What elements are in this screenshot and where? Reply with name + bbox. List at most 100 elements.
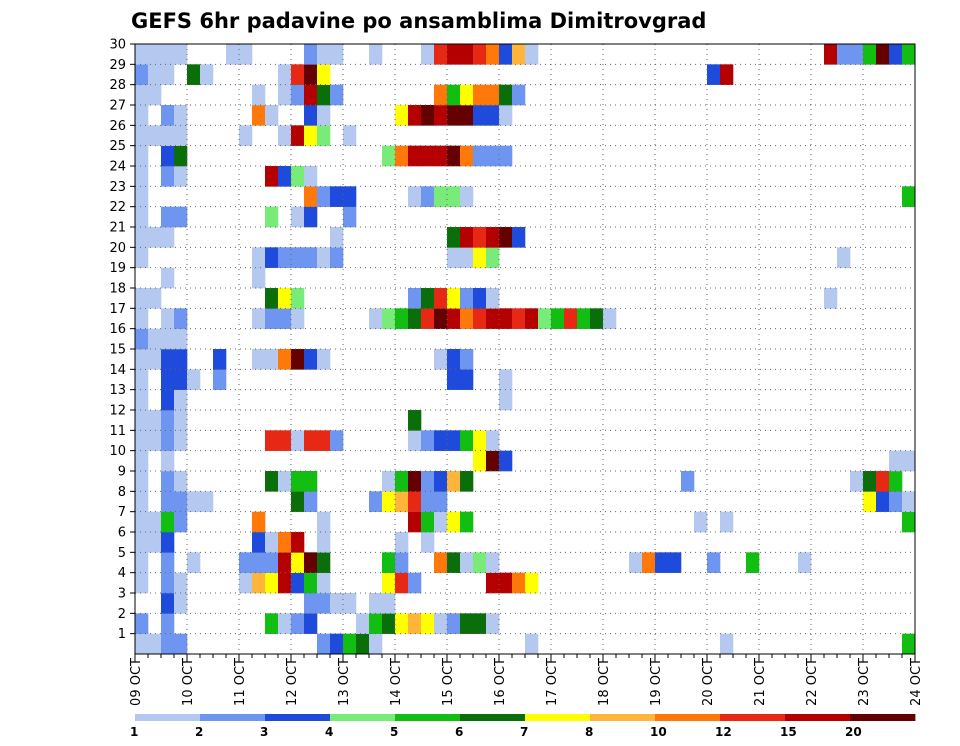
precip-cell	[460, 511, 474, 533]
y-tick-label: 21	[109, 221, 126, 236]
precip-cell	[434, 552, 448, 573]
precip-cell	[135, 247, 149, 268]
y-tick-label: 5	[118, 546, 126, 561]
precip-cell	[187, 369, 201, 390]
precip-cell	[499, 105, 513, 126]
precip-cell	[304, 84, 318, 106]
precip-cell	[278, 572, 292, 594]
precip-cell	[161, 44, 175, 65]
precip-cell	[460, 105, 474, 126]
precip-cell	[226, 44, 240, 65]
precip-cell	[135, 288, 149, 309]
precip-cell	[161, 227, 175, 248]
precip-cell	[291, 288, 305, 309]
y-tick-label: 1	[118, 627, 126, 642]
precip-cell	[473, 105, 487, 126]
precip-cell	[330, 633, 344, 655]
precip-cell	[239, 125, 253, 146]
precip-cell	[369, 308, 383, 329]
precip-cell	[434, 84, 448, 106]
precip-cell	[447, 552, 461, 573]
precip-cell	[239, 44, 253, 65]
precip-cell	[590, 308, 604, 329]
precip-cell	[252, 308, 266, 329]
precip-cell	[421, 288, 435, 309]
x-tick-label: 12 OCT	[285, 658, 300, 706]
precip-cell	[447, 84, 461, 106]
precip-cell	[317, 572, 331, 594]
precip-cell	[317, 247, 331, 268]
x-tick-label: 23 OCT	[857, 658, 872, 706]
x-tick-label: 14 OCT	[389, 658, 404, 706]
precip-cell	[291, 471, 305, 492]
y-tick-label: 30	[109, 38, 126, 53]
precip-cell	[642, 552, 656, 573]
precip-cell	[304, 572, 318, 594]
precip-cell	[174, 349, 188, 370]
y-tick-label: 22	[109, 200, 126, 215]
precip-cell	[512, 308, 526, 329]
precip-cell	[148, 125, 162, 146]
colorbar-label: 15	[780, 725, 797, 739]
precip-cell	[629, 552, 643, 573]
colorbar-label: 10	[650, 725, 667, 739]
precip-cell	[161, 572, 175, 594]
precip-cell	[200, 64, 214, 85]
precip-cell	[447, 186, 461, 207]
precip-cell	[902, 511, 916, 533]
precip-cell	[265, 288, 279, 309]
precip-cell	[434, 491, 448, 512]
precip-cell	[863, 44, 877, 65]
precip-cell	[330, 84, 344, 106]
precip-cell	[174, 491, 188, 512]
x-tick-label: 11 OCT	[233, 658, 248, 706]
precip-cell	[486, 145, 500, 167]
precip-cell	[291, 552, 305, 573]
precip-cell	[434, 349, 448, 370]
y-tick-label: 19	[109, 261, 126, 276]
precip-cell	[408, 308, 422, 329]
precip-cell	[317, 64, 331, 85]
colorbar-segment	[330, 714, 396, 721]
precip-cell	[421, 430, 435, 451]
precip-cell	[551, 308, 565, 329]
precip-cell	[135, 186, 149, 207]
precip-cell	[161, 532, 175, 553]
precip-cell	[447, 511, 461, 533]
precip-cell	[187, 552, 201, 573]
precip-cell	[135, 328, 149, 350]
precip-cell	[447, 308, 461, 329]
colorbar-legend: 1 2 3 4 5 6 7 8 10 12 15 20	[130, 714, 916, 739]
precip-cell	[434, 471, 448, 492]
y-tick-label: 2	[118, 607, 126, 622]
y-tick-label: 15	[109, 343, 126, 358]
precip-cell	[304, 105, 318, 126]
precip-cell	[330, 186, 344, 207]
precip-cell	[447, 227, 461, 248]
precip-cell	[265, 349, 279, 370]
precip-cell	[434, 308, 448, 329]
precip-cell	[447, 349, 461, 370]
precip-cell	[265, 613, 279, 634]
precip-cell	[720, 511, 734, 533]
precip-cell	[382, 552, 396, 573]
chart-title: GEFS 6hr padavine po ansamblima Dimitrov…	[131, 9, 706, 33]
colorbar-segment	[135, 714, 201, 721]
precip-cell	[135, 206, 149, 228]
precip-cell	[460, 430, 474, 451]
colorbar-label: 20	[845, 725, 862, 739]
precip-cell	[304, 349, 318, 370]
precip-cell	[161, 64, 175, 85]
precip-cell	[161, 613, 175, 634]
precip-cell	[265, 430, 279, 451]
precip-cell	[317, 349, 331, 370]
precip-cell	[486, 247, 500, 268]
precip-cell	[265, 552, 279, 573]
precip-cell	[382, 491, 396, 512]
precip-cell	[148, 633, 162, 655]
precip-cell	[278, 613, 292, 634]
precip-cell	[148, 410, 162, 431]
precip-cell	[434, 613, 448, 634]
precip-cell	[447, 288, 461, 309]
precip-cell	[317, 430, 331, 451]
